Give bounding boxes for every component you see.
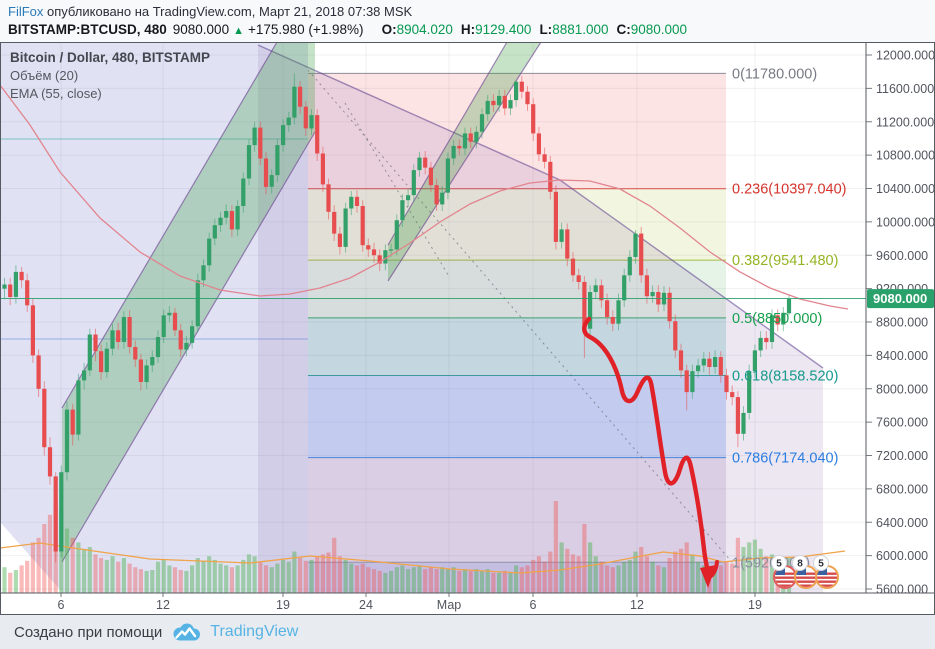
footer-text: Создано при помощи	[14, 623, 163, 641]
byline-author: FilFox	[8, 4, 44, 19]
attribution-bar: FilFox опубликовано на TradingView.com, …	[0, 0, 935, 42]
svg-text:11600.000: 11600.000	[876, 82, 934, 96]
svg-text:0.786(7174.040): 0.786(7174.040)	[732, 451, 838, 467]
svg-text:8: 8	[797, 559, 803, 570]
drawn-arrow[interactable]	[582, 316, 719, 588]
price-change: +175.980 (+1.98%)	[247, 22, 364, 37]
close-label: C:	[616, 22, 631, 37]
svg-text:6400.000: 6400.000	[876, 516, 928, 530]
svg-text:6000.000: 6000.000	[876, 549, 928, 563]
svg-text:7600.000: 7600.000	[876, 416, 928, 430]
close-value: 9080.000	[630, 22, 688, 37]
svg-text:8800.000: 8800.000	[876, 316, 928, 330]
open-value: 8904.020	[396, 22, 453, 37]
svg-text:9080.000: 9080.000	[873, 291, 927, 306]
price-chart[interactable]: 0(11780.000) 0.236(10397.040) 0.382(9541.4…	[0, 41, 935, 615]
svg-text:10800.000: 10800.000	[876, 149, 935, 163]
price-axis[interactable]: 12000.000 11600.000 11200.000 10800.000 1040…	[866, 42, 935, 597]
candles-layer	[2, 73, 792, 563]
svg-text:8000.000: 8000.000	[876, 382, 928, 396]
svg-text:12000.000: 12000.000	[876, 49, 935, 63]
last-price-label	[867, 289, 934, 309]
svg-text:5: 5	[818, 559, 824, 570]
svg-text:6800.000: 6800.000	[876, 482, 928, 496]
footer-attribution: Создано при помощи TradingView	[0, 615, 935, 649]
fib-retracement[interactable]	[308, 72, 726, 593]
event-count-badge	[771, 555, 787, 571]
low-value: 8881.000	[552, 22, 609, 37]
symbol-interval: BITSTAMP:BTCUSD, 480	[8, 22, 167, 37]
svg-text:5: 5	[776, 559, 782, 570]
svg-text:0.5(8850.000): 0.5(8850.000)	[732, 311, 822, 327]
chart-area[interactable]: 0(11780.000) 0.236(10397.040) 0.382(9541.4…	[0, 41, 935, 615]
svg-text:0.382(9541.480): 0.382(9541.480)	[732, 253, 838, 269]
event-count-badge	[813, 555, 829, 571]
svg-text:19: 19	[276, 598, 290, 612]
svg-text:0.618(8158.520): 0.618(8158.520)	[732, 369, 838, 385]
quote-line: BITSTAMP:BTCUSD, 480 9080.000 ▲ +175.980 (+…	[8, 22, 687, 37]
svg-text:12: 12	[156, 598, 170, 612]
tradingview-logo-icon	[173, 623, 201, 641]
svg-text:11200.000: 11200.000	[876, 115, 934, 129]
high-value: 9129.400	[475, 22, 532, 37]
svg-text:6: 6	[58, 598, 65, 612]
byline: FilFox опубликовано на TradingView.com, …	[8, 4, 412, 19]
svg-text:10400.000: 10400.000	[876, 182, 935, 196]
svg-text:8400.000: 8400.000	[876, 349, 928, 363]
svg-text:0(11780.000): 0(11780.000)	[732, 66, 817, 82]
svg-text:6: 6	[530, 598, 537, 612]
svg-text:Мар: Мар	[437, 598, 462, 612]
tradingview-link[interactable]: TradingView	[210, 623, 299, 640]
time-axis[interactable]: 6 12 19 24 Мар 6 12 19	[0, 593, 935, 615]
open-label: O:	[381, 22, 397, 37]
byline-text: опубликовано на TradingView.com, Март 21…	[43, 4, 413, 19]
up-triangle-icon: ▲	[233, 25, 244, 37]
svg-text:24: 24	[359, 598, 373, 612]
fib-level-labels: 0(11780.000) 0.236(10397.040) 0.382(9541.4…	[732, 66, 847, 571]
low-label: L:	[539, 22, 553, 37]
ema-line	[0, 84, 849, 310]
event-count-badge	[792, 555, 808, 571]
event-flag-icons[interactable]: 5 8 5	[771, 555, 839, 589]
volume-ma-line	[0, 542, 846, 574]
high-label: H:	[460, 22, 476, 37]
dashed-trend-projections[interactable]	[307, 69, 738, 569]
last-price: 9080.000	[172, 22, 230, 37]
svg-text:12: 12	[630, 598, 644, 612]
svg-text:7200.000: 7200.000	[876, 449, 928, 463]
svg-text:9600.000: 9600.000	[876, 249, 928, 263]
svg-text:0.236(10397.040): 0.236(10397.040)	[732, 182, 847, 198]
svg-text:19: 19	[748, 598, 762, 612]
svg-text:10000.000: 10000.000	[876, 215, 935, 229]
